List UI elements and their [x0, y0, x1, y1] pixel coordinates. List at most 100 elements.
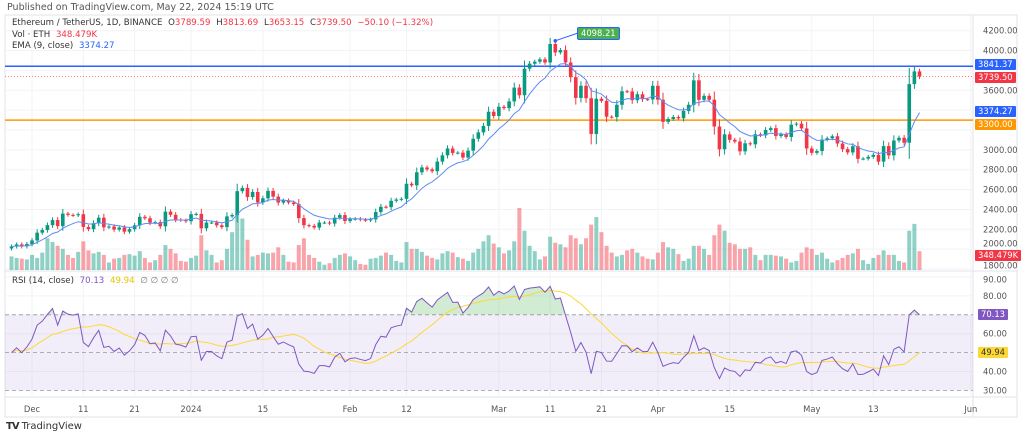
volume-legend[interactable]: Vol · ETH 348.479K: [12, 30, 100, 40]
volume-bar: [768, 254, 773, 270]
candle-up: [779, 134, 783, 137]
volume-bar: [230, 232, 235, 270]
time-tick-label: Dec: [24, 404, 41, 414]
volume-bar: [250, 256, 255, 270]
volume-bar: [363, 264, 368, 270]
candle-up: [825, 138, 829, 140]
volume-bar: [686, 258, 691, 270]
volume-bar: [891, 254, 896, 270]
volume-bar: [30, 254, 35, 270]
volume-bar: [348, 256, 353, 270]
candle-up: [322, 222, 327, 224]
volume-bar: [127, 254, 132, 270]
candle-down: [727, 134, 732, 140]
volume-bar: [861, 260, 866, 270]
ema-label: EMA (9, close): [12, 41, 74, 51]
volume-bar: [496, 247, 501, 270]
candle-down: [733, 139, 737, 142]
volume-bar: [604, 245, 609, 270]
volume-bar: [481, 241, 486, 270]
candle-down: [502, 106, 506, 109]
volume-bar: [917, 251, 922, 270]
tradingview-logo[interactable]: TV TradingView: [6, 421, 82, 432]
volume-bar: [527, 245, 532, 270]
volume-bar: [717, 224, 722, 270]
volume-bar: [137, 251, 142, 270]
volume-bar: [183, 261, 188, 270]
volume-bar: [158, 254, 163, 270]
volume-bar: [168, 248, 173, 270]
candle-up: [14, 244, 19, 247]
candle-up: [204, 222, 209, 229]
published-caption: Published on TradingView.com, May 22, 20…: [7, 2, 274, 13]
rsi-tick-label: 40.00: [983, 367, 1007, 377]
volume-bar: [517, 208, 522, 270]
volume-bar: [96, 251, 101, 270]
volume-bar: [91, 253, 96, 270]
rsi-legend[interactable]: RSI (14, close) 70.13 49.94 ∅ ∅ ∅ ∅: [12, 276, 182, 286]
candle-up: [650, 85, 655, 100]
volume-bar: [486, 235, 491, 270]
volume-bar: [199, 235, 204, 270]
volume-bar: [845, 254, 850, 270]
candle-down: [461, 152, 465, 158]
candle-down: [286, 200, 291, 203]
candle-down: [604, 100, 609, 117]
candle-up: [527, 63, 532, 69]
volume-bar: [276, 247, 281, 270]
volume-bar: [337, 254, 342, 270]
volume-bar: [640, 256, 645, 270]
candle-down: [840, 143, 845, 150]
low-value: 3653.15: [268, 18, 305, 28]
support-price-tag: 3300.00: [975, 119, 1016, 130]
volume-bar: [173, 253, 178, 270]
symbol-legend: Ethereum / TetherUS, 1D, BINANCE O3789.5…: [12, 18, 436, 28]
volume-bar: [835, 260, 840, 270]
candle-up: [445, 148, 450, 156]
candle-down: [112, 226, 116, 230]
volume-bar: [881, 250, 886, 270]
volume-bar: [907, 230, 912, 270]
candle-down: [19, 244, 24, 247]
volume-bar: [214, 262, 219, 270]
candle-up: [414, 172, 419, 186]
ema-legend[interactable]: EMA (9, close) 3374.27: [12, 41, 118, 51]
volume-bar: [619, 254, 624, 270]
candle-down: [450, 148, 455, 153]
volume-bar: [896, 260, 901, 270]
candle-up: [579, 85, 583, 98]
volume-bar: [799, 252, 804, 270]
price-tick-label: 1800.00: [983, 261, 1018, 271]
candle-up: [861, 158, 865, 160]
volume-bar: [727, 242, 732, 270]
candle-down: [291, 202, 296, 205]
volume-bar: [409, 248, 414, 270]
rsi-tick-label: 90.00: [983, 275, 1007, 285]
volume-bar: [9, 256, 14, 270]
candle-up: [768, 128, 773, 130]
candle-up: [389, 200, 393, 208]
volume-bar: [804, 247, 809, 270]
volume-bar: [440, 253, 445, 270]
volume-bar: [507, 250, 512, 270]
tv-logo-icon: TV: [6, 421, 20, 432]
candle-down: [584, 85, 588, 99]
candle-up: [373, 212, 378, 220]
candle-down: [568, 62, 573, 78]
candle-up: [127, 229, 132, 232]
volume-bar: [148, 262, 153, 270]
volume-bar: [655, 252, 660, 270]
candle-up: [440, 155, 445, 162]
candle-up: [317, 222, 322, 228]
volume-bar: [850, 253, 855, 270]
symbol-name[interactable]: Ethereum / TetherUS, 1D, BINANCE: [12, 18, 163, 28]
candle-down: [425, 167, 429, 170]
rsi-ma-tag: 49.94: [978, 347, 1008, 358]
candle-down: [102, 217, 106, 228]
volume-bar: [301, 238, 306, 270]
candle-down: [784, 134, 788, 137]
peak-price-callout[interactable]: 4098.21: [577, 27, 620, 40]
rsi-tick-label: 60.00: [983, 329, 1007, 339]
time-tick-label: 12: [401, 404, 412, 414]
